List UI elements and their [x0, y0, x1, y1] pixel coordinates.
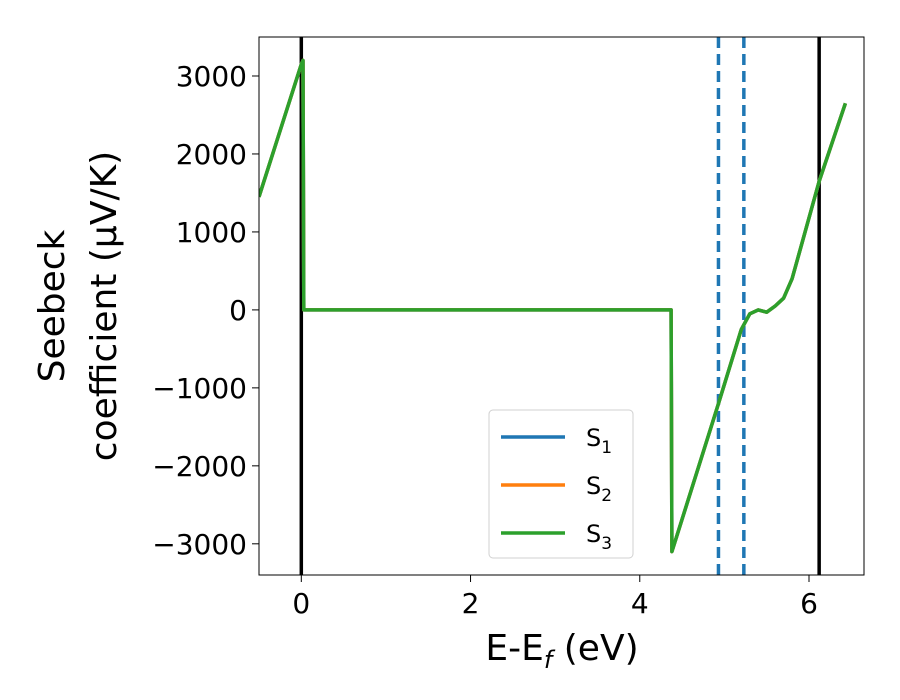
y-axis-title-line2: coefficient (μV/K) — [84, 151, 125, 461]
y-tick-label: 0 — [229, 294, 247, 327]
y-tick-label: 1000 — [176, 216, 247, 249]
x-axis: 0 2 4 6 — [292, 575, 818, 620]
x-tick-label: 4 — [631, 587, 649, 620]
y-axis: 3000 2000 1000 0 −1000 −2000 −3000 — [152, 60, 259, 561]
x-tick-label: 6 — [800, 587, 818, 620]
x-axis-title: E-Ef (eV) — [485, 628, 638, 674]
plot-frame — [258, 36, 865, 576]
y-tick-label: 2000 — [176, 138, 247, 171]
x-tick-label: 2 — [462, 587, 480, 620]
legend-label-s2: S2 — [586, 472, 612, 506]
series-line-s3 — [259, 58, 848, 554]
legend: S1 S2 S3 — [488, 409, 634, 559]
legend-label-s3: S3 — [586, 520, 612, 554]
y-tick-label: −2000 — [152, 450, 247, 483]
y-axis-title: Seebeck coefficient (μV/K) — [32, 151, 125, 461]
x-tick-label: 0 — [292, 587, 310, 620]
reference-lines — [299, 37, 821, 575]
series-lines — [259, 58, 848, 554]
y-tick-label: −1000 — [152, 372, 247, 405]
y-tick-label: −3000 — [152, 528, 247, 561]
legend-label-s1: S1 — [586, 424, 612, 458]
y-axis-title-line1: Seebeck — [32, 229, 73, 382]
y-tick-label: 3000 — [176, 60, 247, 93]
